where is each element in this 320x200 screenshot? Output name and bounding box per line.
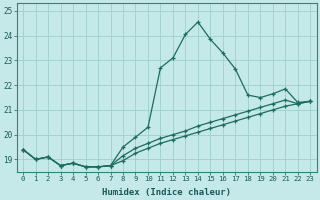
X-axis label: Humidex (Indice chaleur): Humidex (Indice chaleur) (102, 188, 231, 197)
